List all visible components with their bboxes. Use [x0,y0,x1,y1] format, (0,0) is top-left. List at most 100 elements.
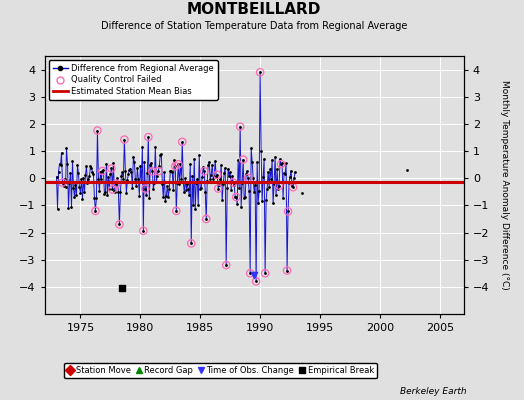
Point [56,162,64,169]
Point [186,160,194,167]
Point [284,208,292,215]
Point [171,163,180,170]
Point [252,278,260,285]
Point [277,161,285,167]
Point [169,186,178,193]
Point [178,139,187,145]
Point [205,158,213,165]
Point [251,181,259,188]
Point [257,148,265,155]
Point [182,186,190,193]
Point [176,160,184,167]
Point [78,196,86,202]
Point [243,168,252,174]
Point [213,172,222,178]
Point [256,69,264,76]
Point [98,168,106,174]
Point [269,200,277,206]
Point [262,197,270,203]
Point [174,161,182,168]
Point [77,190,85,196]
Point [165,186,173,192]
Point [204,162,212,168]
Point [105,186,114,192]
Point [245,188,253,194]
Point [201,188,210,195]
Point [266,166,274,172]
Point [212,174,221,180]
Point [131,176,139,182]
Point [155,163,163,169]
Point [170,157,179,163]
Point [185,192,193,198]
Point [278,160,286,166]
Point [239,156,247,163]
Point [93,127,102,134]
Point [246,270,254,276]
Point [258,198,266,205]
Point [70,194,79,200]
Point [227,186,235,193]
Point [52,174,61,180]
Point [181,175,190,182]
Point [265,184,274,190]
Point [194,202,202,208]
Point [183,181,191,188]
Point [232,194,241,200]
Point [189,202,198,208]
Point [282,160,290,167]
Point [102,160,111,167]
Point [178,139,187,145]
Point [136,163,145,169]
Point [79,175,88,182]
Point [180,189,189,195]
Point [148,168,157,175]
Point [108,186,117,193]
Point [215,182,223,188]
Point [156,152,165,158]
Point [107,165,116,172]
Point [235,185,243,192]
Point [174,161,182,168]
Point [53,206,62,212]
Point [84,176,93,182]
Point [211,158,220,164]
Point [81,172,90,179]
Point [108,186,117,193]
Point [273,166,281,172]
Point [127,169,136,175]
Point [283,267,291,274]
Point [121,168,129,174]
Point [106,171,115,177]
Point [280,170,288,176]
Point [132,183,140,190]
Point [256,69,264,76]
Point [283,267,291,274]
Point [107,165,116,172]
Point [223,185,232,191]
Point [118,169,127,176]
Point [122,190,130,196]
Y-axis label: Monthly Temperature Anomaly Difference (°C): Monthly Temperature Anomaly Difference (… [500,80,509,290]
Point [117,173,126,179]
Point [111,189,119,195]
Point [216,176,224,182]
Point [88,169,96,175]
Point [221,165,230,171]
Point [77,176,85,182]
Point [218,196,226,203]
Point [139,228,148,234]
Point [83,180,92,186]
Point [250,272,258,278]
Point [154,168,162,174]
Point [192,180,201,186]
Point [284,208,292,215]
Point [67,170,75,176]
Point [144,134,152,140]
Point [222,262,231,268]
Point [139,228,148,234]
Point [157,151,166,157]
Point [255,188,264,194]
Point [191,206,200,212]
Point [172,208,180,214]
